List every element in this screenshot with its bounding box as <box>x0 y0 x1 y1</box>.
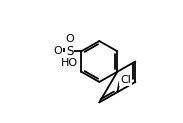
Text: HO: HO <box>61 58 79 68</box>
Text: O: O <box>53 46 62 56</box>
Text: Cl: Cl <box>120 75 131 85</box>
Text: O: O <box>66 34 74 44</box>
Text: S: S <box>66 45 74 58</box>
